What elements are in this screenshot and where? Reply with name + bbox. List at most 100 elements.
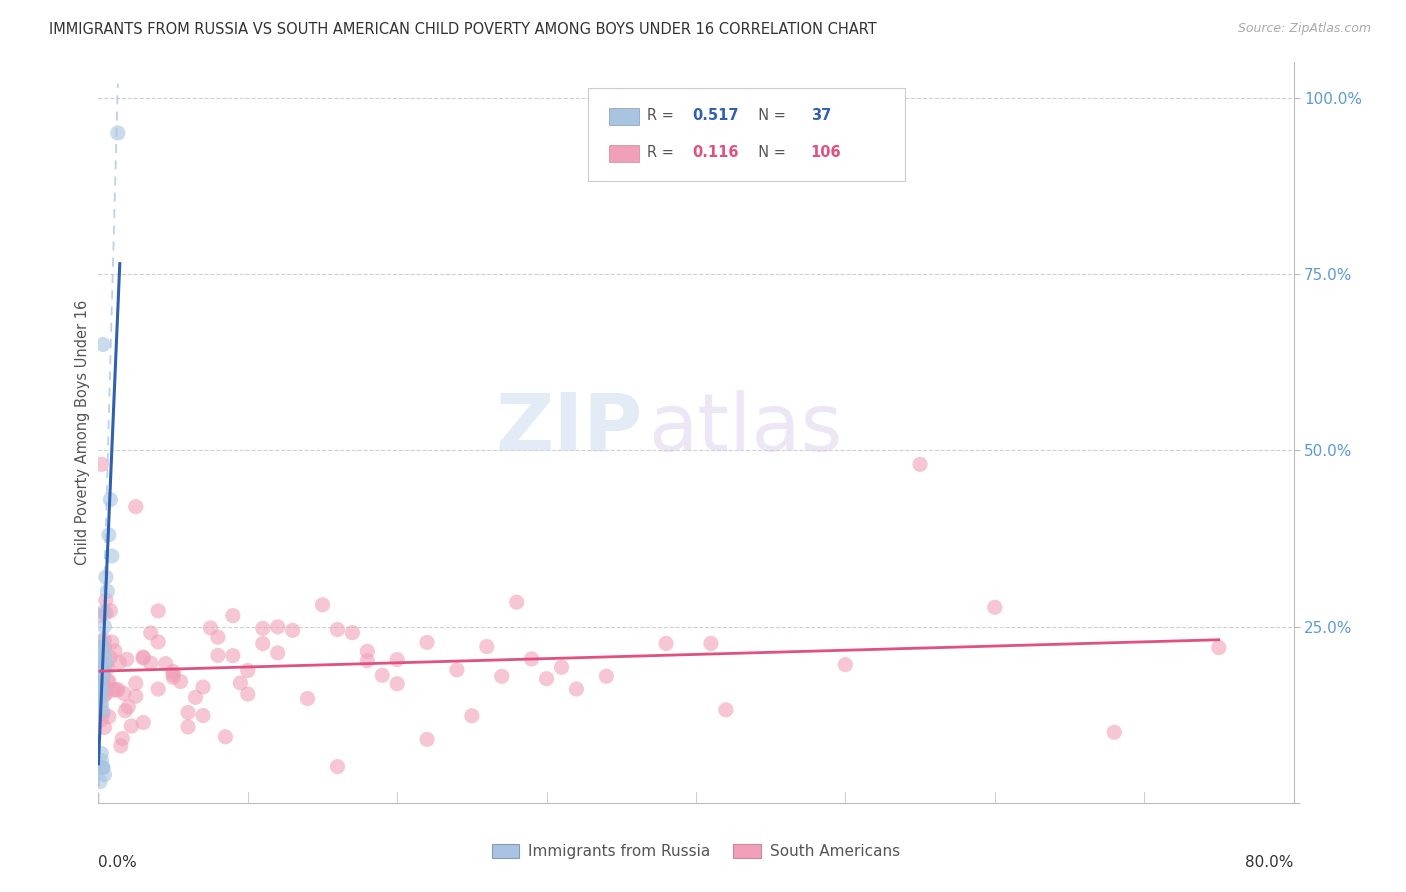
Point [222,608,245,623]
Point [101,549,124,563]
Point [90,655,112,669]
Point [91,706,114,721]
Point [90,683,112,698]
Point [267,620,290,634]
Point [416,635,439,649]
Point [356,644,378,658]
Point [475,640,498,654]
Point [908,458,931,472]
Point [125,676,148,690]
Point [506,595,529,609]
Point [214,730,236,744]
Point [984,600,1007,615]
Point [91,760,114,774]
Point [461,708,484,723]
Point [1208,640,1230,655]
Point [89,676,111,690]
Point [91,606,114,620]
Point [184,690,207,705]
Point [342,625,364,640]
Point [91,704,114,718]
Point [111,731,134,746]
Point [112,686,135,700]
Point [297,691,319,706]
Point [90,747,112,761]
Text: Source: ZipAtlas.com: Source: ZipAtlas.com [1237,22,1371,36]
Point [94,686,117,700]
Point [94,570,117,584]
Point [326,759,349,773]
Point [94,606,117,620]
Point [155,657,177,671]
Legend: Immigrants from Russia, South Americans: Immigrants from Russia, South Americans [485,838,907,865]
Point [89,665,111,680]
Point [222,648,245,663]
Point [96,661,118,675]
Point [385,677,409,691]
Point [90,673,112,688]
Point [103,683,125,698]
Y-axis label: Child Poverty Among Boys Under 16: Child Poverty Among Boys Under 16 [75,300,90,566]
Point [91,676,114,690]
Point [89,690,111,704]
Point [91,640,114,655]
Point [101,635,124,649]
Point [550,660,572,674]
Text: N =: N = [748,108,790,123]
Point [177,706,200,720]
Point [416,732,439,747]
Text: 0.116: 0.116 [692,145,740,161]
Point [90,754,112,768]
Point [132,715,155,730]
Point [536,672,558,686]
Point [148,682,170,697]
Point [90,458,112,472]
Point [125,690,148,704]
Point [132,651,155,665]
Point [139,656,162,670]
Point [91,655,114,669]
Point [107,682,129,697]
Point [91,337,114,351]
Point [98,650,122,665]
Text: 80.0%: 80.0% [1246,855,1294,870]
Point [89,774,111,789]
Point [97,709,120,723]
Point [595,669,617,683]
Point [89,676,111,690]
Point [108,656,131,670]
FancyBboxPatch shape [609,145,638,161]
Point [162,670,184,684]
Point [89,662,111,676]
Point [96,674,118,689]
Point [700,636,723,650]
Text: R =: R = [647,108,679,123]
Point [385,652,409,666]
Point [139,626,162,640]
Point [207,630,229,644]
Point [97,674,120,689]
Point [207,648,229,663]
Point [565,681,588,696]
Point [91,671,114,685]
Text: 106: 106 [811,145,841,161]
Point [93,633,115,648]
Point [90,713,112,727]
Text: 37: 37 [811,108,831,123]
Point [89,683,111,698]
Point [105,682,128,697]
Point [93,662,115,676]
Point [356,654,378,668]
Point [191,708,214,723]
Point [177,720,200,734]
Point [91,663,114,677]
Text: 0.517: 0.517 [692,108,740,123]
Point [90,697,112,711]
Point [229,676,252,690]
Point [107,126,129,140]
Point [90,669,112,683]
Point [236,664,259,678]
Point [120,719,142,733]
Point [94,655,117,669]
Point [125,500,148,514]
